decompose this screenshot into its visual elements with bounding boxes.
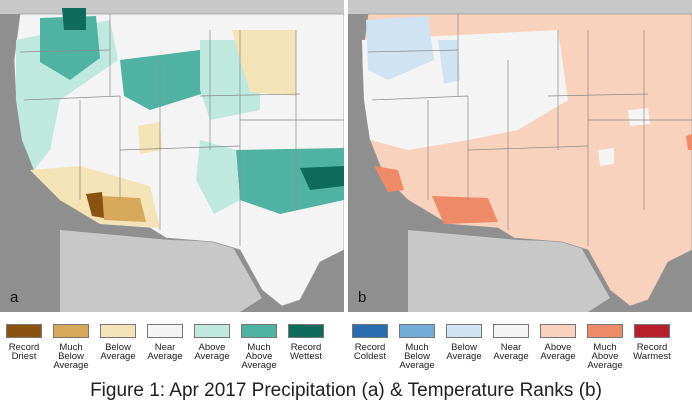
legend-item: Much Below Average <box>51 324 91 370</box>
record-wettest-region <box>62 8 86 30</box>
much-above-average-region <box>686 134 692 150</box>
much-above-average-region <box>120 50 214 110</box>
legend-swatch <box>352 324 388 338</box>
legend-label: Record Warmest <box>633 342 671 362</box>
mexico-land <box>60 230 262 312</box>
state-borders <box>19 14 344 246</box>
panel-label: b <box>358 289 367 306</box>
legend-item: Much Above Average <box>585 324 625 370</box>
below-average-region <box>138 122 162 154</box>
legend-swatch <box>634 324 670 338</box>
much-above-average-region <box>236 148 344 214</box>
much-above-average-region <box>40 16 100 80</box>
legend-swatch <box>53 324 89 338</box>
mexico-land <box>408 230 610 312</box>
temperature-legend: Record Coldest Much Below Average Below … <box>350 324 690 372</box>
legend-item: Record Wettest <box>286 324 326 361</box>
legend-swatch <box>493 324 529 338</box>
legend-label: Record Driest <box>8 342 40 362</box>
legend-item: Record Driest <box>4 324 44 361</box>
much-above-average-region <box>374 166 404 192</box>
legend-label: Record Wettest <box>289 342 323 362</box>
legend-item: Record Warmest <box>632 324 672 361</box>
legend-label: Much Above Average <box>587 342 623 371</box>
below-average-region <box>232 30 296 96</box>
legend-label: Near Average <box>147 342 183 362</box>
legend-swatch <box>241 324 277 338</box>
legend-swatch <box>194 324 230 338</box>
state-borders <box>367 14 692 246</box>
legend-swatch <box>147 324 183 338</box>
legend-label: Record Coldest <box>353 342 387 362</box>
precipitation-legend: Record Driest Much Below Average Below A… <box>4 324 344 372</box>
legend-label: Above Average <box>540 342 576 362</box>
legend-swatch <box>399 324 435 338</box>
legend-label: Much Below Average <box>399 342 435 371</box>
legend-item: Near Average <box>491 324 531 361</box>
legend-item: Below Average <box>98 324 138 361</box>
record-wettest-region <box>300 166 344 190</box>
legend-item: Above Average <box>192 324 232 361</box>
legend-item: Record Coldest <box>350 324 390 361</box>
legend-swatch <box>587 324 623 338</box>
figure-caption: Figure 1: Apr 2017 Precipitation (a) & T… <box>90 380 602 401</box>
much-above-average-region <box>432 196 498 224</box>
canada-land <box>0 0 344 14</box>
near-average-region <box>598 148 614 166</box>
legend-item: Above Average <box>538 324 578 361</box>
temperature-map-panel: b <box>348 0 692 312</box>
legend-swatch <box>100 324 136 338</box>
precipitation-map-panel: a <box>0 0 344 312</box>
below-average-region <box>366 16 434 80</box>
much-below-average-region <box>100 196 146 222</box>
legend-swatch <box>6 324 42 338</box>
record-driest-region <box>86 192 104 218</box>
legend-label: Much Above Average <box>241 342 277 371</box>
legend-label: Below Average <box>446 342 482 362</box>
legend-item: Much Above Average <box>239 324 279 370</box>
legend-label: Above Average <box>194 342 230 362</box>
precipitation-map <box>0 0 344 312</box>
legend-swatch <box>540 324 576 338</box>
legend-swatch <box>446 324 482 338</box>
legend-label: Much Below Average <box>53 342 89 371</box>
canada-land <box>348 0 692 14</box>
panel-label: a <box>10 289 19 306</box>
above-average-region <box>196 140 240 214</box>
legend-swatch <box>288 324 324 338</box>
legend-item: Much Below Average <box>397 324 437 370</box>
below-average-region <box>438 40 460 84</box>
temperature-map <box>348 0 692 312</box>
legend-label: Near Average <box>493 342 529 362</box>
near-average-region <box>628 108 650 126</box>
legend-label: Below Average <box>100 342 136 362</box>
legend-item: Below Average <box>444 324 484 361</box>
legend-item: Near Average <box>145 324 185 361</box>
